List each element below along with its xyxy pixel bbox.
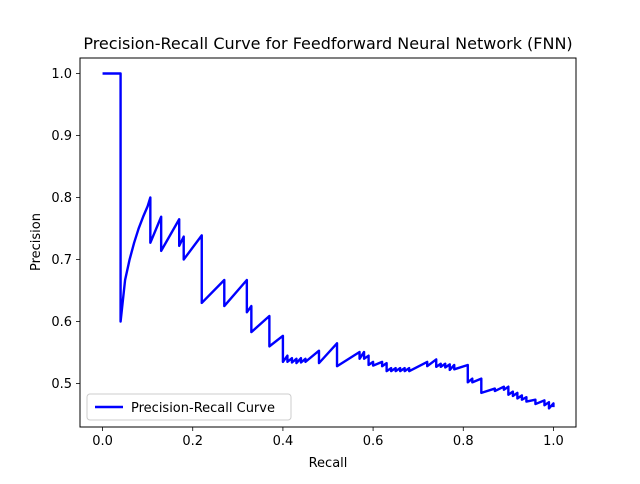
x-tick-label: 0.8	[453, 434, 474, 449]
legend-box	[86, 393, 292, 421]
series-layer	[102, 72, 555, 410]
plot-frame	[79, 57, 577, 428]
precision-recall-line	[102, 72, 555, 410]
chart-title: Precision-Recall Curve for Feedforward N…	[83, 34, 572, 53]
plot-area	[80, 58, 576, 427]
x-tick-label: 0.2	[182, 434, 203, 449]
y-tick-label: 0.7	[51, 253, 72, 268]
legend-label-precision-recall: Precision-Recall Curve	[131, 401, 275, 416]
y-tick-label: 0.5	[51, 377, 72, 392]
y-tick-label: 0.9	[51, 129, 72, 144]
y-tick-label: 0.6	[51, 315, 72, 330]
y-axis-label: Precision	[29, 213, 44, 271]
y-tick-label: 1.0	[51, 67, 72, 82]
y-tick-label: 0.8	[51, 191, 72, 206]
legend: Precision-Recall Curve	[86, 393, 292, 421]
x-axis-ticks: 0.0 0.2 0.4 0.6 0.8 1.0	[92, 427, 564, 449]
x-tick-label: 0.4	[273, 434, 294, 449]
x-tick-label: 0.0	[92, 434, 113, 449]
x-axis-label: Recall	[309, 456, 348, 471]
x-tick-label: 1.0	[543, 434, 564, 449]
x-tick-label: 0.6	[363, 434, 384, 449]
y-axis-ticks: 0.5 0.6 0.7 0.8 0.9 1.0	[51, 67, 80, 392]
